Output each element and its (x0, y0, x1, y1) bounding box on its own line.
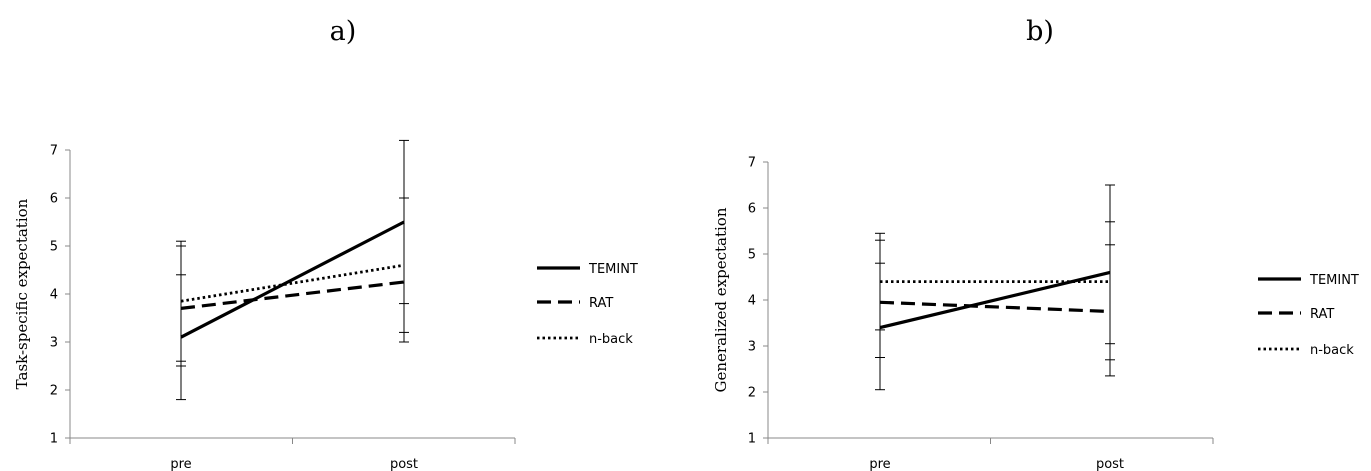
legend-label: TEMINT (588, 262, 638, 277)
y-tick-label: 6 (748, 202, 756, 217)
series-line-temint (879, 270, 1111, 330)
chart-panel-2: b) 1 2 3 4 5 6 7 pre post Generalized expectation T… (712, 16, 1359, 471)
series-line-n-back (180, 263, 405, 303)
panel-label: a) (330, 16, 357, 47)
x-category-label: pre (869, 457, 890, 471)
legend-label: TEMINT (1309, 273, 1359, 288)
series-line-rat (879, 300, 1111, 314)
y-tick-label: 2 (748, 386, 756, 401)
y-tick-label: 1 (748, 432, 756, 447)
y-tick-label: 4 (748, 294, 756, 309)
y-tick-label: 7 (50, 144, 58, 159)
y-tick-label: 3 (50, 336, 58, 351)
chart-panel-1: a) 1 2 3 4 5 6 7 pre post Task-specific expectatio… (13, 16, 638, 471)
y-tick-label: 4 (50, 288, 58, 303)
legend-label: n-back (1310, 343, 1354, 358)
y-tick-label: 5 (50, 240, 58, 255)
x-category-label: post (390, 457, 418, 471)
y-tick-label: 7 (748, 156, 756, 171)
y-axis-label: Task-specific expectation (13, 198, 31, 389)
legend-label: n-back (589, 332, 633, 347)
y-tick-label: 5 (748, 248, 756, 263)
y-tick-label: 3 (748, 340, 756, 355)
series-line-temint (180, 220, 405, 339)
x-category-label: pre (170, 457, 191, 471)
panel-label: b) (1026, 16, 1054, 47)
series-line-rat (180, 280, 405, 310)
y-axis-label: Generalized expectation (712, 207, 730, 392)
y-tick-label: 1 (50, 432, 58, 447)
legend-label: RAT (589, 296, 613, 311)
y-tick-label: 6 (50, 192, 58, 207)
x-category-label: post (1096, 457, 1124, 471)
legend-label: RAT (1310, 307, 1334, 322)
y-tick-label: 2 (50, 384, 58, 399)
